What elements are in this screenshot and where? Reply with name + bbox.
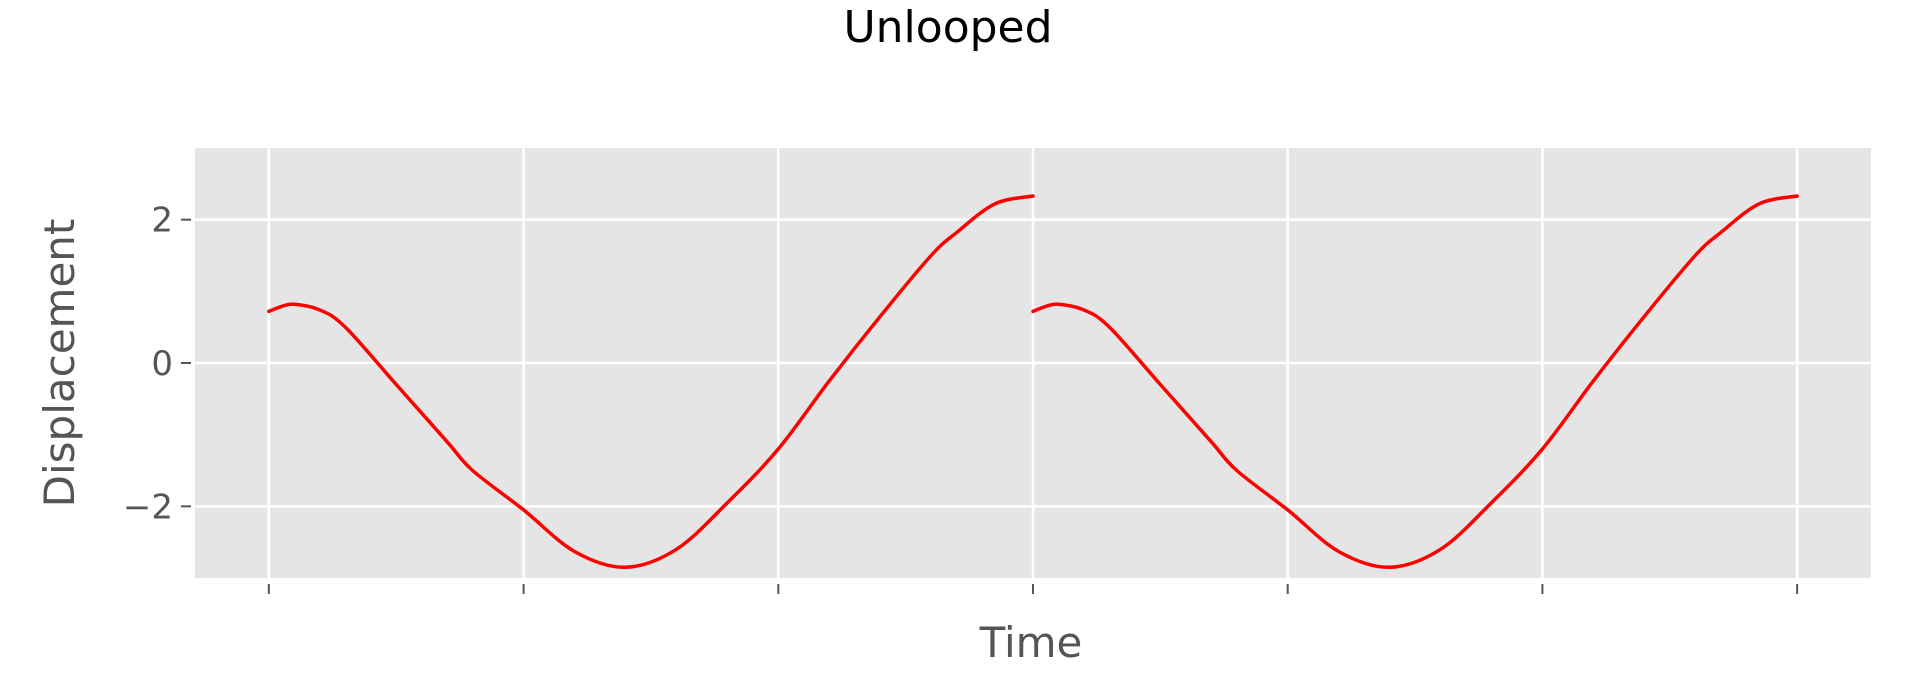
axis-ticks: −2 0 2 (123, 201, 1799, 594)
grid (195, 148, 1871, 578)
x-axis-label: Time (979, 618, 1083, 667)
y-tick-label: 0 (151, 344, 173, 384)
y-tick-label: −2 (123, 487, 173, 527)
y-tick-label: 2 (151, 201, 173, 241)
y-axis-label: Displacement (35, 219, 84, 508)
series-group (267, 194, 1799, 570)
series-line (267, 194, 1035, 570)
chart-title: Unlooped (843, 2, 1052, 53)
series-line (1031, 194, 1799, 570)
